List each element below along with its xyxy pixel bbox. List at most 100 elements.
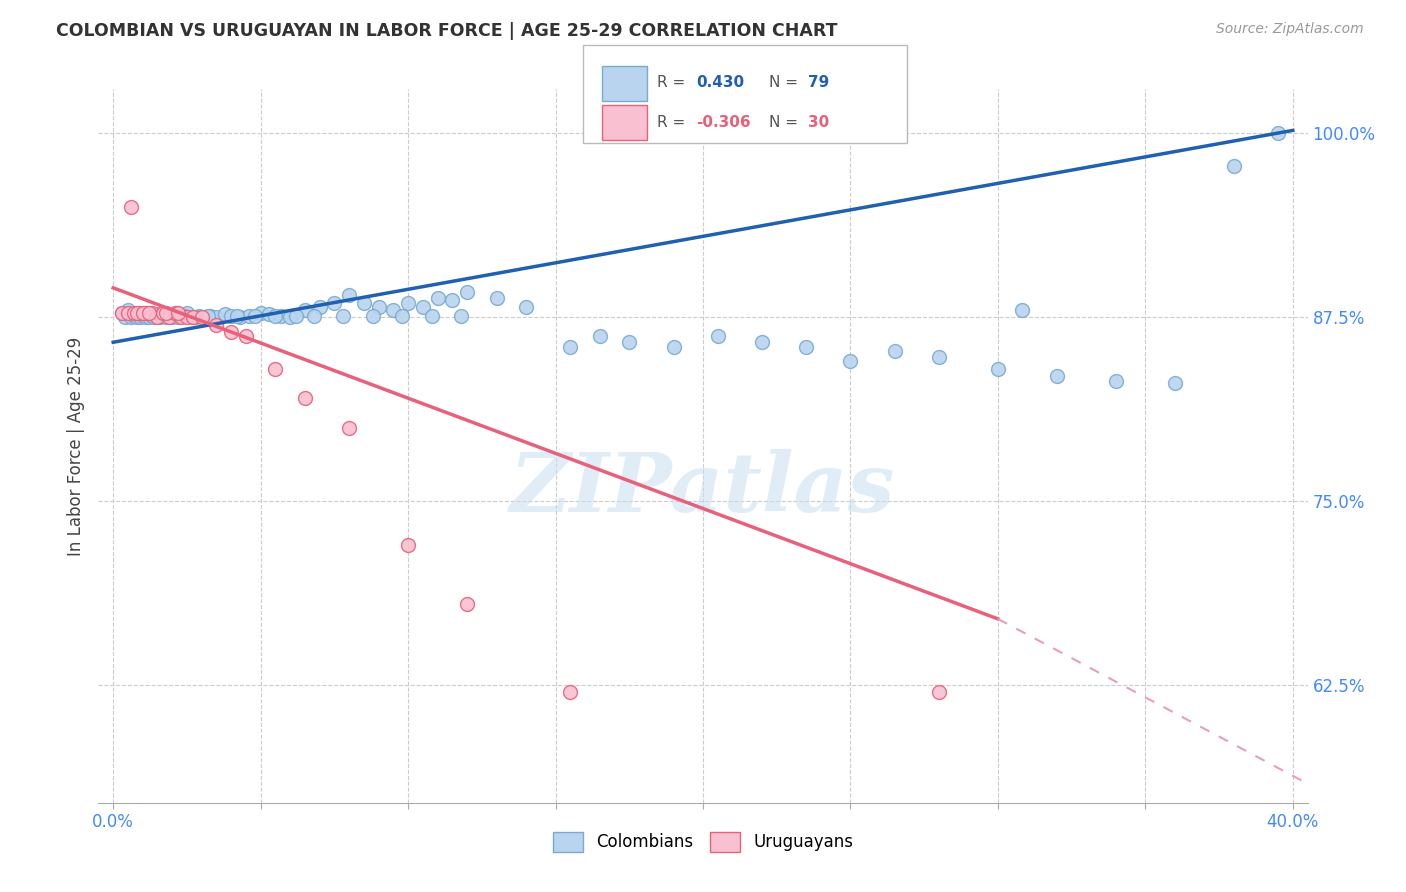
Point [264, 361, 287, 376]
Point [157, 309, 180, 323]
Point [235, 329, 257, 343]
Point [270, 309, 292, 323]
Point [143, 310, 166, 325]
Point [456, 597, 478, 611]
Point [619, 335, 641, 350]
Point [219, 325, 242, 339]
Point [131, 309, 153, 323]
Point [839, 354, 862, 368]
Point [170, 310, 193, 325]
Point [200, 309, 222, 323]
Point [560, 685, 582, 699]
Point [125, 306, 148, 320]
Point [146, 307, 169, 321]
Point [128, 306, 150, 320]
Point [1105, 374, 1128, 388]
Point [149, 310, 172, 325]
Point [243, 309, 266, 323]
Point [361, 309, 384, 323]
Point [441, 293, 464, 307]
Point [205, 310, 228, 325]
Point [751, 335, 773, 350]
Point [259, 307, 281, 321]
Point [152, 306, 174, 320]
Point [294, 302, 316, 317]
Point [117, 306, 139, 320]
Point [187, 309, 209, 323]
Point [560, 340, 582, 354]
Point [120, 310, 142, 325]
Point [382, 302, 405, 317]
Point [928, 350, 950, 364]
Point [219, 309, 242, 323]
Text: N =: N = [769, 76, 803, 90]
Point [122, 306, 145, 320]
Point [176, 306, 198, 320]
Point [190, 310, 212, 325]
Point [264, 309, 287, 323]
Text: R =: R = [657, 115, 690, 129]
Point [181, 310, 204, 325]
Point [205, 318, 228, 332]
Point [111, 306, 134, 320]
Point [135, 310, 157, 325]
Point [662, 340, 685, 354]
Point [396, 538, 419, 552]
Point [367, 300, 389, 314]
Point [120, 200, 142, 214]
Point [1223, 159, 1246, 173]
Point [285, 309, 308, 323]
Point [353, 295, 375, 310]
Point [1267, 126, 1289, 140]
Point [176, 310, 198, 325]
Point [987, 361, 1010, 376]
Point [181, 310, 204, 325]
Point [117, 302, 139, 317]
Point [302, 309, 325, 323]
Point [146, 310, 169, 325]
Point [1164, 376, 1187, 391]
Point [152, 309, 174, 323]
Text: R =: R = [657, 76, 690, 90]
Point [485, 291, 508, 305]
Point [323, 295, 346, 310]
Point [184, 310, 207, 325]
Point [412, 300, 434, 314]
Point [883, 344, 905, 359]
Point [928, 685, 950, 699]
Point [396, 295, 419, 310]
Point [197, 309, 219, 323]
Point [194, 310, 217, 325]
Point [420, 309, 443, 323]
Point [125, 310, 148, 325]
Point [155, 306, 177, 320]
Point [138, 306, 160, 320]
Text: 30: 30 [808, 115, 830, 129]
Point [1011, 302, 1033, 317]
Point [111, 306, 134, 320]
Point [226, 309, 249, 323]
Point [170, 309, 193, 323]
Legend: Colombians, Uruguayans: Colombians, Uruguayans [546, 825, 860, 859]
Point [128, 310, 150, 325]
Text: COLOMBIAN VS URUGUAYAN IN LABOR FORCE | AGE 25-29 CORRELATION CHART: COLOMBIAN VS URUGUAYAN IN LABOR FORCE | … [56, 22, 838, 40]
Text: -0.306: -0.306 [696, 115, 751, 129]
Point [794, 340, 817, 354]
Point [167, 310, 190, 325]
Point [391, 309, 413, 323]
Y-axis label: In Labor Force | Age 25-29: In Labor Force | Age 25-29 [66, 336, 84, 556]
Point [337, 288, 360, 302]
Point [589, 329, 612, 343]
Point [173, 309, 195, 323]
Point [155, 310, 177, 325]
Point [165, 306, 187, 320]
Point [337, 420, 360, 434]
Text: 0.430: 0.430 [696, 76, 744, 90]
Point [456, 285, 478, 300]
Point [278, 310, 301, 325]
Text: N =: N = [769, 115, 803, 129]
Text: Source: ZipAtlas.com: Source: ZipAtlas.com [1216, 22, 1364, 37]
Point [308, 300, 330, 314]
Point [165, 307, 187, 321]
Point [249, 306, 271, 320]
